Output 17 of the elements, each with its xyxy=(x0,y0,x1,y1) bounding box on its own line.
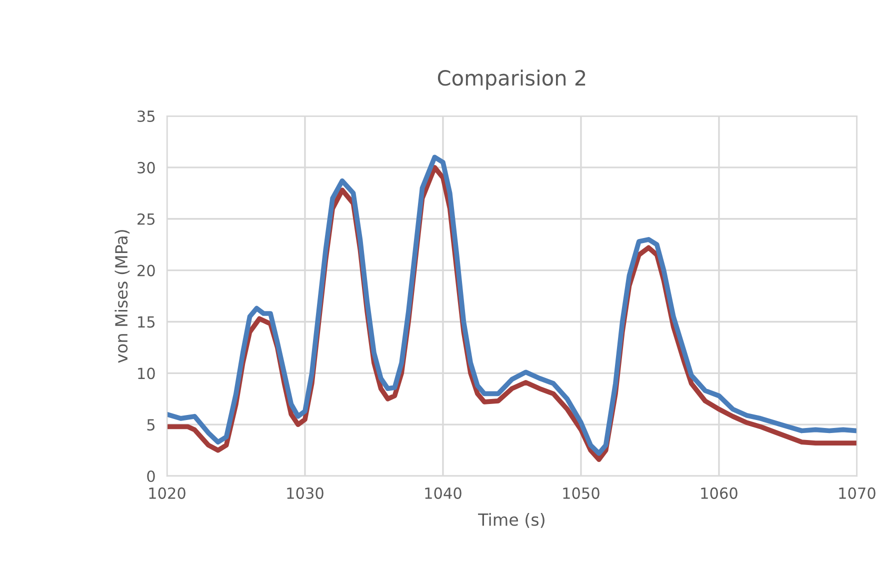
y-tick-label: 30 xyxy=(138,162,155,174)
x-tick-label: 1050 xyxy=(563,487,600,499)
y-tick-label: 5 xyxy=(147,419,155,431)
x-tick-label: 1020 xyxy=(149,487,186,499)
y-tick-label: 35 xyxy=(138,110,155,122)
y-tick-label: 20 xyxy=(138,264,155,276)
y-tick-label: 0 xyxy=(147,470,155,482)
x-tick-label: 1070 xyxy=(839,487,876,499)
x-tick-label: 1040 xyxy=(425,487,462,499)
y-tick-label: 25 xyxy=(138,213,155,225)
x-tick-label: 1030 xyxy=(287,487,324,499)
y-tick-label: 15 xyxy=(138,316,155,328)
y-tick-label: 10 xyxy=(138,368,155,380)
y-axis-title: von Mises (MPa) xyxy=(114,230,130,363)
x-axis-title: Time (s) xyxy=(478,513,544,528)
chart-title: Comparision 2 xyxy=(438,70,586,90)
x-tick-label: 1060 xyxy=(701,487,738,499)
